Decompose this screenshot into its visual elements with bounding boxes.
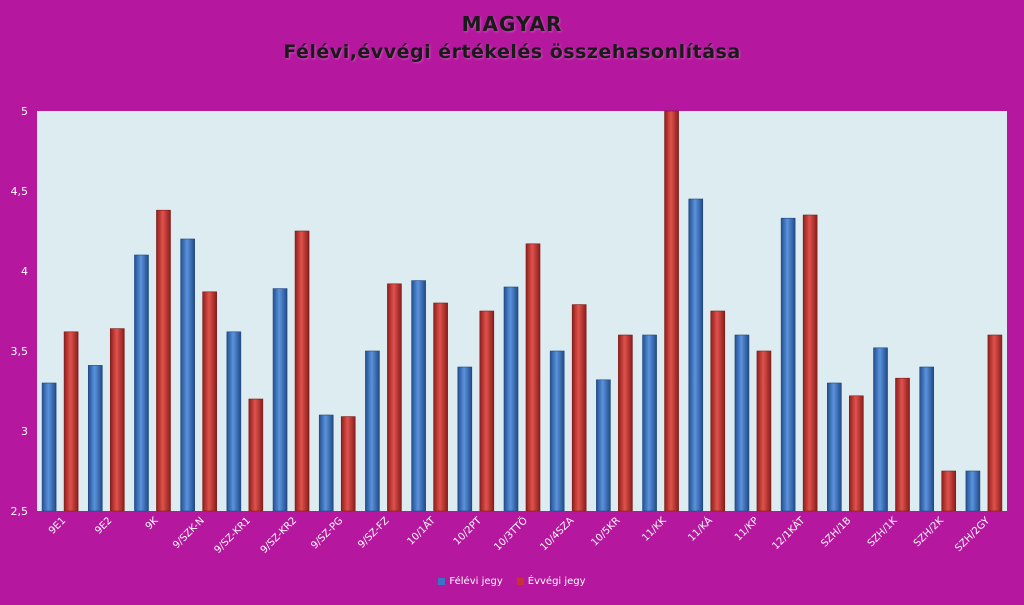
x-tick-label: 9E2 (93, 515, 114, 536)
legend-label-evvegi: Évvégi jegy (527, 576, 586, 587)
bar-felevi-14 (688, 198, 704, 512)
bar-felevi-3 (180, 238, 195, 512)
legend-item-felevi: Félévi jegy (438, 576, 503, 587)
x-tick-label: 10/4SZA (538, 515, 576, 553)
bar-evvegi-11 (571, 304, 587, 512)
bar-felevi-13 (642, 334, 657, 512)
x-tick-label: 9E1 (47, 515, 68, 536)
x-tick-label: 12/1KÁT (769, 513, 808, 552)
y-tick-label: 4,5 (11, 185, 29, 198)
y-tick-label: 2,5 (11, 505, 29, 518)
bar-felevi-18 (873, 347, 888, 512)
chart-subtitle: Félévi,évvégi értékelés összehasonlítása (283, 41, 741, 63)
x-axis: 9E1 9E2 9K 9/SZK-N 9/SZ-KR1 9/SZ-KR2 9/SZ-PG 9/… (47, 513, 993, 556)
bar-evvegi-13 (664, 110, 679, 512)
x-tick-label: 10/3TTÖ (491, 514, 530, 553)
legend-label-felevi: Félévi jegy (449, 576, 503, 587)
bars-group (41, 110, 1003, 512)
bar-felevi-5 (272, 288, 288, 512)
x-tick-label: 10/1ÁT (404, 513, 438, 547)
bar-evvegi-4 (248, 398, 264, 512)
bar-evvegi-3 (202, 291, 217, 512)
bar-felevi-11 (549, 350, 565, 512)
bar-felevi-10 (503, 286, 519, 512)
plot-area (37, 111, 1007, 511)
x-tick-label: SZH/1B (819, 515, 853, 549)
bar-evvegi-12 (618, 334, 633, 512)
bar-felevi-12 (596, 379, 611, 512)
bar-felevi-2 (134, 254, 149, 512)
x-tick-label: 9/SZ-KR1 (213, 515, 253, 555)
bar-evvegi-9 (479, 310, 495, 512)
bar-felevi-7 (365, 350, 380, 512)
bar-evvegi-18 (895, 377, 910, 512)
bar-evvegi-2 (156, 209, 171, 512)
x-tick-label: 9/SZ-KR2 (259, 515, 299, 555)
x-tick-label: 9/SZ-FZ (356, 515, 391, 550)
bar-felevi-1 (87, 365, 103, 512)
legend-swatch-blue (438, 578, 446, 585)
x-tick-label: 9/SZ-PG (309, 515, 345, 551)
bar-evvegi-1 (109, 328, 125, 512)
x-tick-label: 9/SZK-N (171, 515, 207, 551)
y-tick-label: 5 (21, 105, 28, 118)
bar-evvegi-16 (802, 214, 818, 512)
x-tick-label: 11/KK (640, 515, 669, 544)
bar-felevi-9 (457, 366, 473, 512)
x-tick-label: 10/5KR (589, 515, 622, 548)
bar-felevi-6 (318, 414, 334, 512)
legend-item-evvegi: Évvégi jegy (516, 576, 586, 587)
x-tick-label: SZH/2K (912, 515, 946, 549)
bar-evvegi-6 (340, 416, 356, 512)
bar-evvegi-15 (756, 350, 772, 512)
bar-felevi-19 (919, 366, 935, 512)
bar-evvegi-5 (294, 230, 310, 512)
x-tick-label: SZH/2GY (953, 515, 992, 554)
bar-evvegi-8 (433, 302, 448, 512)
bar-evvegi-17 (849, 395, 864, 512)
y-tick-label: 3,5 (11, 345, 29, 358)
y-tick-label: 4 (21, 265, 28, 278)
x-tick-label: 11/KP (733, 515, 761, 543)
bar-evvegi-7 (387, 283, 402, 512)
legend-swatch-red (516, 578, 524, 585)
x-tick-label: 9K (144, 515, 161, 532)
bar-felevi-0 (41, 382, 57, 512)
x-tick-label: SZH/1K (866, 515, 900, 549)
chart-title: MAGYAR (461, 12, 563, 36)
x-tick-label: 10/2PT (452, 515, 485, 548)
bar-evvegi-19 (941, 470, 957, 512)
y-axis: 2,5 3 3,5 4 4,5 5 (11, 105, 29, 518)
bar-evvegi-0 (63, 331, 79, 512)
bar-evvegi-10 (525, 243, 541, 512)
bar-evvegi-20 (987, 334, 1003, 512)
bar-felevi-20 (965, 470, 981, 512)
x-tick-label: 11/KÁ (685, 514, 715, 544)
bar-felevi-4 (226, 331, 242, 512)
bar-felevi-16 (780, 217, 796, 512)
bar-felevi-8 (411, 280, 426, 512)
y-tick-label: 3 (21, 425, 28, 438)
legend: Félévi jegy Évvégi jegy (0, 576, 1024, 587)
bar-felevi-15 (734, 334, 750, 512)
bar-evvegi-14 (710, 310, 726, 512)
bar-felevi-17 (827, 382, 842, 512)
